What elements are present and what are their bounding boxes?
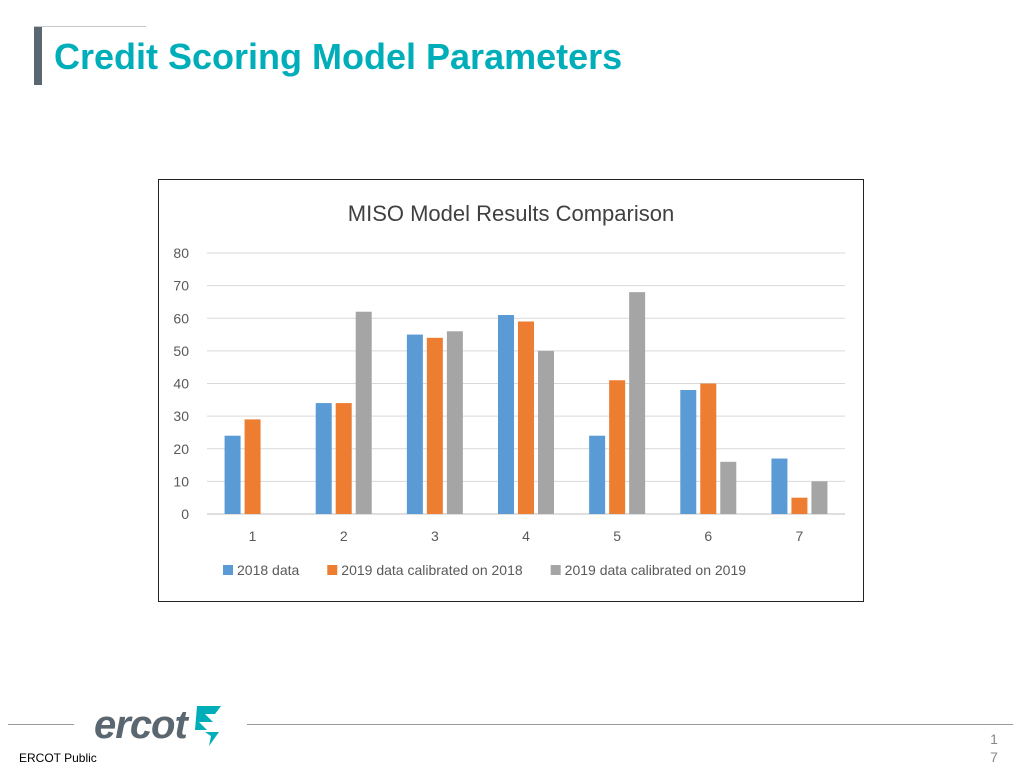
y-tick-label: 20 (173, 441, 189, 457)
y-tick-label: 0 (181, 506, 189, 522)
ercot-star-icon (194, 706, 221, 746)
bar (518, 321, 534, 514)
title-rule (34, 26, 146, 27)
bar (355, 311, 372, 514)
legend-label: 2019 data calibrated on 2018 (341, 562, 523, 578)
bar (224, 435, 241, 514)
bar (791, 497, 808, 514)
bar (811, 481, 828, 514)
title-accent-bar (34, 27, 42, 85)
bar (498, 314, 514, 514)
bar (609, 380, 626, 514)
page-number: 1 7 (990, 731, 998, 765)
bar (244, 419, 261, 514)
bar (538, 350, 554, 514)
y-tick-label: 30 (173, 408, 189, 424)
y-tick-label: 70 (173, 278, 189, 294)
x-tick-label: 6 (704, 528, 712, 544)
footer-divider-right (247, 724, 1013, 725)
x-tick-label: 2 (340, 528, 348, 544)
bar (680, 390, 697, 514)
bar (589, 435, 606, 514)
chart-title: MISO Model Results Comparison (348, 201, 674, 226)
bar (629, 292, 646, 514)
y-tick-label: 10 (173, 473, 189, 489)
y-tick-label: 40 (173, 376, 189, 392)
y-tick-label: 80 (173, 245, 189, 261)
y-tick-label: 60 (173, 310, 189, 326)
slide-title: Credit Scoring Model Parameters (54, 36, 623, 77)
x-tick-label: 5 (613, 528, 621, 544)
legend-swatch (223, 565, 233, 575)
bar (446, 331, 463, 514)
bar-chart: MISO Model Results Comparison 0 10 20 30 40 50… (173, 201, 845, 578)
bar (406, 334, 423, 514)
x-tick-label: 1 (249, 528, 257, 544)
y-tick-label: 50 (173, 343, 189, 359)
footer-label: ERCOT Public (19, 751, 97, 765)
x-tick-label: 7 (796, 528, 804, 544)
bar (700, 383, 717, 514)
x-tick-label: 4 (522, 528, 530, 544)
bar (315, 403, 332, 514)
x-tick-label: 3 (431, 528, 439, 544)
bar (771, 458, 788, 514)
bar (720, 461, 737, 514)
logo-text: ercot (94, 703, 188, 747)
chart-frame: MISO Model Results Comparison 0 10 20 30 40 50… (158, 179, 864, 602)
bar (426, 337, 443, 514)
legend-label: 2019 data calibrated on 2019 (565, 562, 747, 578)
footer-divider-left (8, 724, 74, 725)
legend-swatch (327, 565, 338, 575)
bar (335, 403, 352, 514)
legend-label: 2018 data (237, 562, 299, 578)
legend-swatch (550, 565, 561, 575)
ercot-logo: ercot (94, 698, 225, 752)
